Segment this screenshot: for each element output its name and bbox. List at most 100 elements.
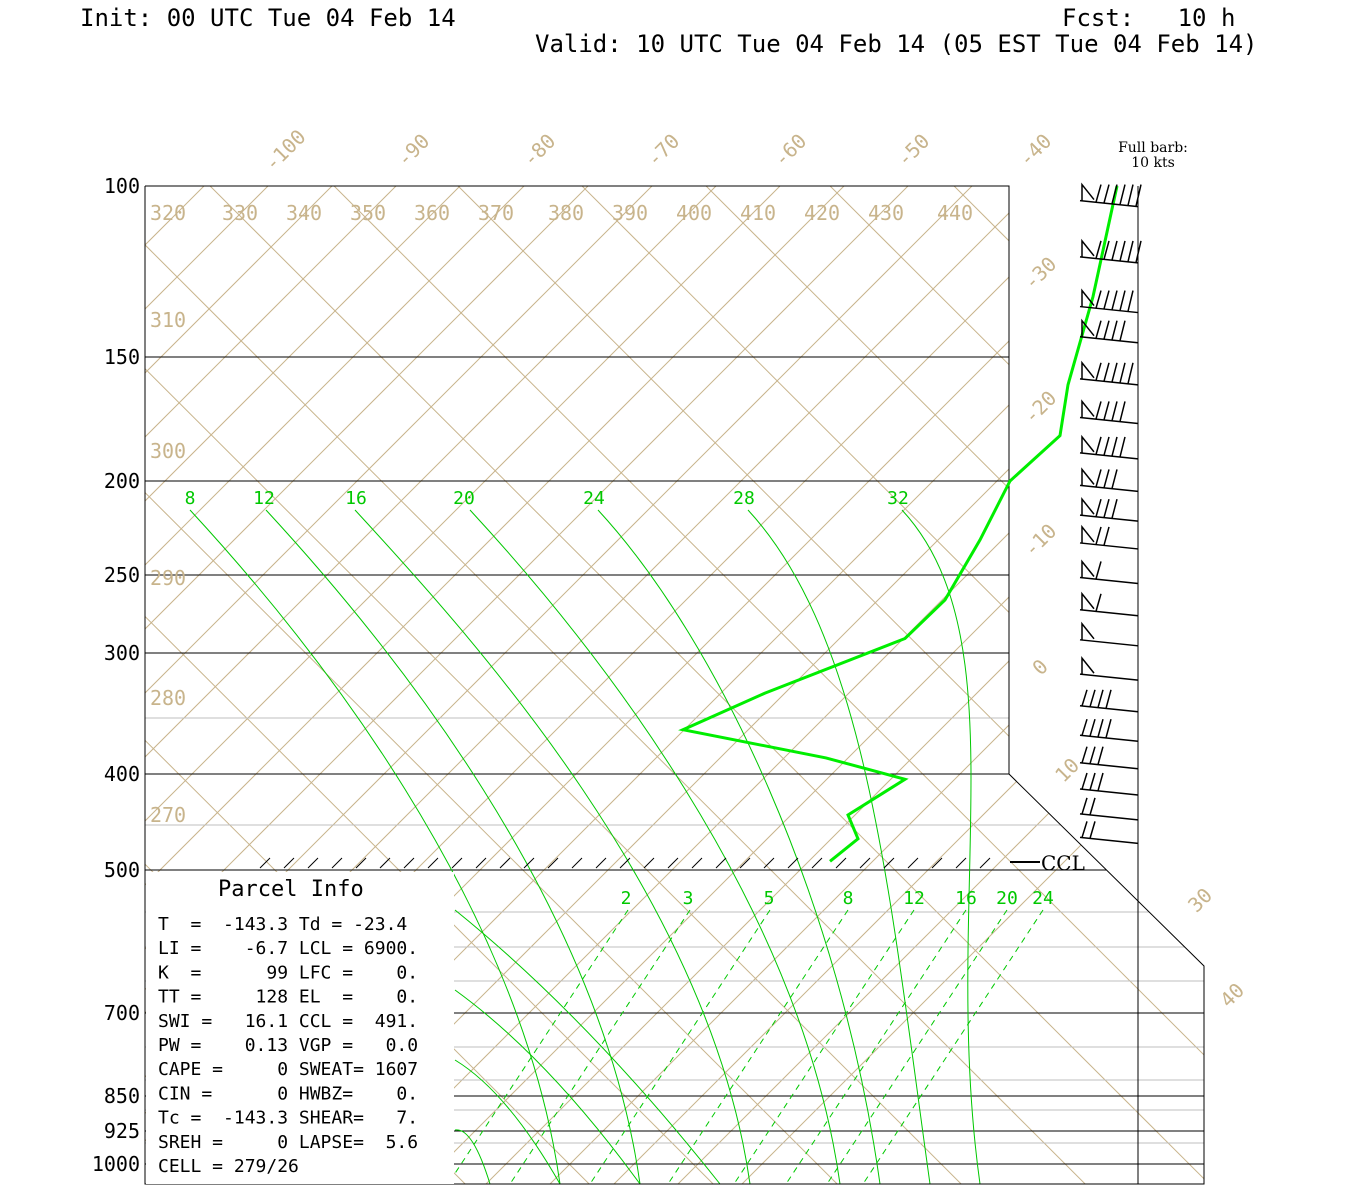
wind-barb: [1079, 335, 1139, 344]
wind-barb-feather: [1103, 498, 1110, 518]
wind-barb-feather: [1095, 401, 1102, 420]
wind-barb: [1079, 256, 1139, 264]
wind-barb-feather: [1135, 184, 1142, 207]
hatch-mark: [643, 857, 655, 869]
isotherm-label: -100: [260, 125, 311, 176]
isotherm-label: -60: [769, 129, 812, 172]
wind-barb-feather: [1119, 362, 1126, 384]
pressure-label: 1000: [92, 1152, 140, 1176]
wind-barb: [1079, 416, 1139, 425]
isotherm-line: [1260, 120, 1350, 1200]
wind-barb-feather: [1119, 290, 1126, 311]
isotherm-label: -30: [1019, 252, 1062, 295]
dry-adiabat-line: [547, 186, 1204, 1184]
barb-note-line1: Full barb:: [1118, 140, 1188, 156]
wind-barb-feather: [1111, 498, 1118, 519]
wind-barb-feather: [1089, 718, 1096, 737]
parcel-info-row: CIN = 0 HWBZ= 0.: [158, 1083, 418, 1104]
hatch-mark: [451, 857, 463, 869]
isotherm-label: 40: [1215, 978, 1249, 1012]
hatch-mark: [979, 857, 991, 869]
moist-adiabat-line: [454, 1129, 491, 1185]
isotherm-label: -50: [892, 129, 935, 172]
wind-barb-feather: [1095, 184, 1102, 203]
wind-barb-feather: [1089, 746, 1096, 764]
wind-barb: [1079, 639, 1139, 647]
isotherm-line: [1135, 186, 1204, 1184]
wind-barb-flag: [1081, 318, 1095, 337]
theta-label: 360: [414, 201, 450, 225]
hatch-mark: [955, 857, 967, 869]
hatch-mark: [883, 857, 895, 869]
wind-barb-feather: [1097, 772, 1104, 791]
hatch-mark: [619, 857, 631, 869]
wet-adiabat-label: 28: [733, 488, 755, 509]
dry-adiabat-line: [0, 186, 140, 1186]
wind-barb-feather: [1135, 240, 1142, 263]
parcel-info-row: LI = -6.7 LCL = 6900.: [158, 938, 418, 959]
wind-barb-feather: [1095, 593, 1102, 612]
dry-adiabat-line: [419, 186, 1204, 1184]
pressure-label: 150: [104, 345, 140, 369]
wind-barb-feather: [1097, 719, 1104, 738]
wind-barb: [1079, 452, 1139, 460]
parcel-info-rows: T = -143.3 Td = -23.4 LI = -6.7 LCL = 690…: [158, 914, 418, 1177]
wind-barb-flag: [1081, 288, 1095, 307]
hatch-mark: [523, 857, 535, 869]
dry-adiabat-line: [145, 186, 397, 1184]
moist-adiabat-line: [469, 509, 841, 1185]
mixing-ratio-label: 5: [764, 888, 775, 909]
parcel-info-row: CELL = 279/26: [158, 1156, 299, 1177]
moist-adiabat-line: [454, 1059, 561, 1185]
hatch-mark: [403, 857, 415, 869]
wind-barb-feather: [1119, 184, 1126, 205]
wind-barb: [1079, 378, 1139, 386]
pressure-label: 925: [104, 1119, 140, 1143]
wind-barb: [1079, 199, 1139, 208]
wind-barb-feather: [1119, 240, 1126, 262]
moist-adiabat-line: [747, 509, 931, 1185]
hatch-mark: [499, 857, 511, 869]
isotherm-line: [763, 186, 1204, 1184]
adiabat-labels: 8 12 16 20 24 28 32 2 3 5 8 12 16 20 24: [185, 488, 1054, 909]
pressure-label: 200: [104, 469, 140, 493]
wind-barb: [1079, 788, 1139, 796]
theta-label: 410: [740, 201, 776, 225]
hatch-marks: [259, 857, 991, 869]
wind-barb-feather: [1105, 719, 1112, 739]
wind-barb-feather: [1127, 362, 1134, 384]
hatch-mark: [739, 857, 751, 869]
wind-barbs: [1079, 182, 1142, 845]
plot-frame: [144, 185, 1205, 1185]
theta-label: 300: [150, 439, 186, 463]
theta-label: 290: [150, 566, 186, 590]
forecast-hour: Fcst: 10 h: [1062, 4, 1236, 32]
theta-label: 270: [150, 803, 186, 827]
dry-adiabat-line: [483, 186, 1204, 1184]
theta-label: 340: [286, 201, 322, 225]
adiabat-lines: [189, 509, 1044, 1185]
wind-barb-feather: [1081, 797, 1088, 815]
wet-adiabat-label: 32: [887, 488, 909, 509]
wind-barb-feather: [1127, 290, 1134, 312]
wind-barb-feather: [1111, 436, 1118, 457]
isotherm-label: 10: [1050, 753, 1084, 787]
wind-barb-feather: [1089, 821, 1096, 839]
wind-barb-feather: [1103, 184, 1110, 204]
pressure-label: 700: [104, 1001, 140, 1025]
wind-barb-feather: [1081, 718, 1088, 736]
wind-barb: [1079, 305, 1139, 314]
wind-barb-feather: [1103, 526, 1110, 546]
isotherm-label: -40: [1014, 129, 1057, 172]
wind-barb-feather: [1095, 436, 1102, 455]
pressure-label: 850: [104, 1084, 140, 1108]
wind-barb-feather: [1111, 320, 1118, 341]
wind-barb: [1079, 761, 1139, 770]
mixing-ratio-label: 3: [683, 888, 694, 909]
dry-adiabat-line: [0, 186, 12, 1186]
dry-adiabat-line: [145, 186, 781, 1184]
hatch-mark: [331, 857, 343, 869]
isotherm-line: [145, 186, 1102, 1184]
moist-adiabat-line: [354, 509, 751, 1185]
